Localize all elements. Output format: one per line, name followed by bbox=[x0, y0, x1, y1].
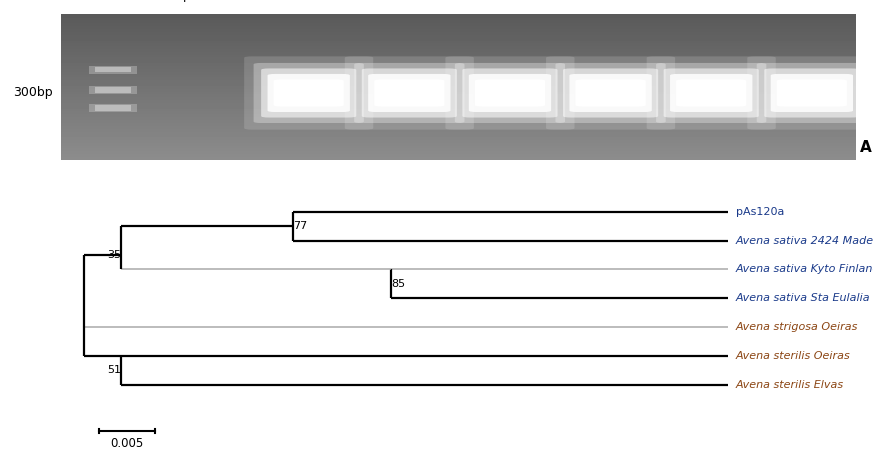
FancyBboxPatch shape bbox=[647, 56, 776, 130]
Text: 77: 77 bbox=[293, 221, 307, 231]
Text: 300bp: 300bp bbox=[14, 86, 53, 99]
FancyBboxPatch shape bbox=[676, 79, 746, 107]
Text: pAs120a: pAs120a bbox=[736, 207, 784, 217]
FancyBboxPatch shape bbox=[463, 68, 558, 117]
FancyBboxPatch shape bbox=[375, 79, 444, 107]
FancyBboxPatch shape bbox=[253, 63, 364, 123]
FancyBboxPatch shape bbox=[95, 67, 131, 73]
FancyBboxPatch shape bbox=[455, 63, 565, 123]
FancyBboxPatch shape bbox=[777, 79, 847, 107]
Text: 0.005: 0.005 bbox=[110, 437, 143, 450]
Text: Avena strigosa Oeiras: Avena strigosa Oeiras bbox=[736, 322, 858, 332]
FancyBboxPatch shape bbox=[95, 87, 131, 93]
Text: steO: steO bbox=[698, 0, 725, 2]
FancyBboxPatch shape bbox=[764, 68, 859, 117]
FancyBboxPatch shape bbox=[89, 103, 136, 112]
FancyBboxPatch shape bbox=[445, 56, 574, 130]
FancyBboxPatch shape bbox=[656, 63, 766, 123]
FancyBboxPatch shape bbox=[555, 63, 666, 123]
FancyBboxPatch shape bbox=[89, 86, 136, 94]
Text: 35: 35 bbox=[107, 250, 121, 260]
Text: pAs120a: pAs120a bbox=[182, 0, 234, 2]
FancyBboxPatch shape bbox=[563, 68, 658, 117]
Text: satE: satE bbox=[598, 0, 623, 2]
FancyBboxPatch shape bbox=[354, 63, 464, 123]
FancyBboxPatch shape bbox=[95, 105, 131, 110]
FancyBboxPatch shape bbox=[89, 66, 136, 73]
FancyBboxPatch shape bbox=[475, 79, 545, 107]
FancyBboxPatch shape bbox=[747, 56, 873, 130]
Text: satK: satK bbox=[396, 0, 423, 2]
FancyBboxPatch shape bbox=[267, 74, 350, 112]
FancyBboxPatch shape bbox=[670, 74, 753, 112]
Text: strO: strO bbox=[296, 0, 321, 2]
FancyBboxPatch shape bbox=[368, 74, 450, 112]
Text: Avena sterilis Oeiras: Avena sterilis Oeiras bbox=[736, 351, 850, 361]
FancyBboxPatch shape bbox=[469, 74, 551, 112]
FancyBboxPatch shape bbox=[757, 63, 867, 123]
Text: Avena sterilis Elvas: Avena sterilis Elvas bbox=[736, 380, 843, 390]
FancyBboxPatch shape bbox=[361, 68, 457, 117]
Text: 85: 85 bbox=[391, 279, 405, 289]
Text: steE: steE bbox=[799, 0, 825, 2]
Text: Avena sativa 2424 Madeira: Avena sativa 2424 Madeira bbox=[736, 236, 873, 245]
FancyBboxPatch shape bbox=[261, 68, 356, 117]
FancyBboxPatch shape bbox=[771, 74, 853, 112]
Text: A: A bbox=[860, 140, 871, 154]
Text: 51: 51 bbox=[107, 365, 121, 375]
FancyBboxPatch shape bbox=[546, 56, 675, 130]
Text: satM: satM bbox=[496, 0, 524, 2]
FancyBboxPatch shape bbox=[244, 56, 374, 130]
FancyBboxPatch shape bbox=[345, 56, 474, 130]
FancyBboxPatch shape bbox=[569, 74, 652, 112]
FancyBboxPatch shape bbox=[663, 68, 759, 117]
FancyBboxPatch shape bbox=[273, 79, 344, 107]
Text: Avena sativa Kyto Finlandia: Avena sativa Kyto Finlandia bbox=[736, 264, 873, 274]
FancyBboxPatch shape bbox=[575, 79, 646, 107]
Text: Avena sativa Sta Eulalia: Avena sativa Sta Eulalia bbox=[736, 293, 870, 303]
